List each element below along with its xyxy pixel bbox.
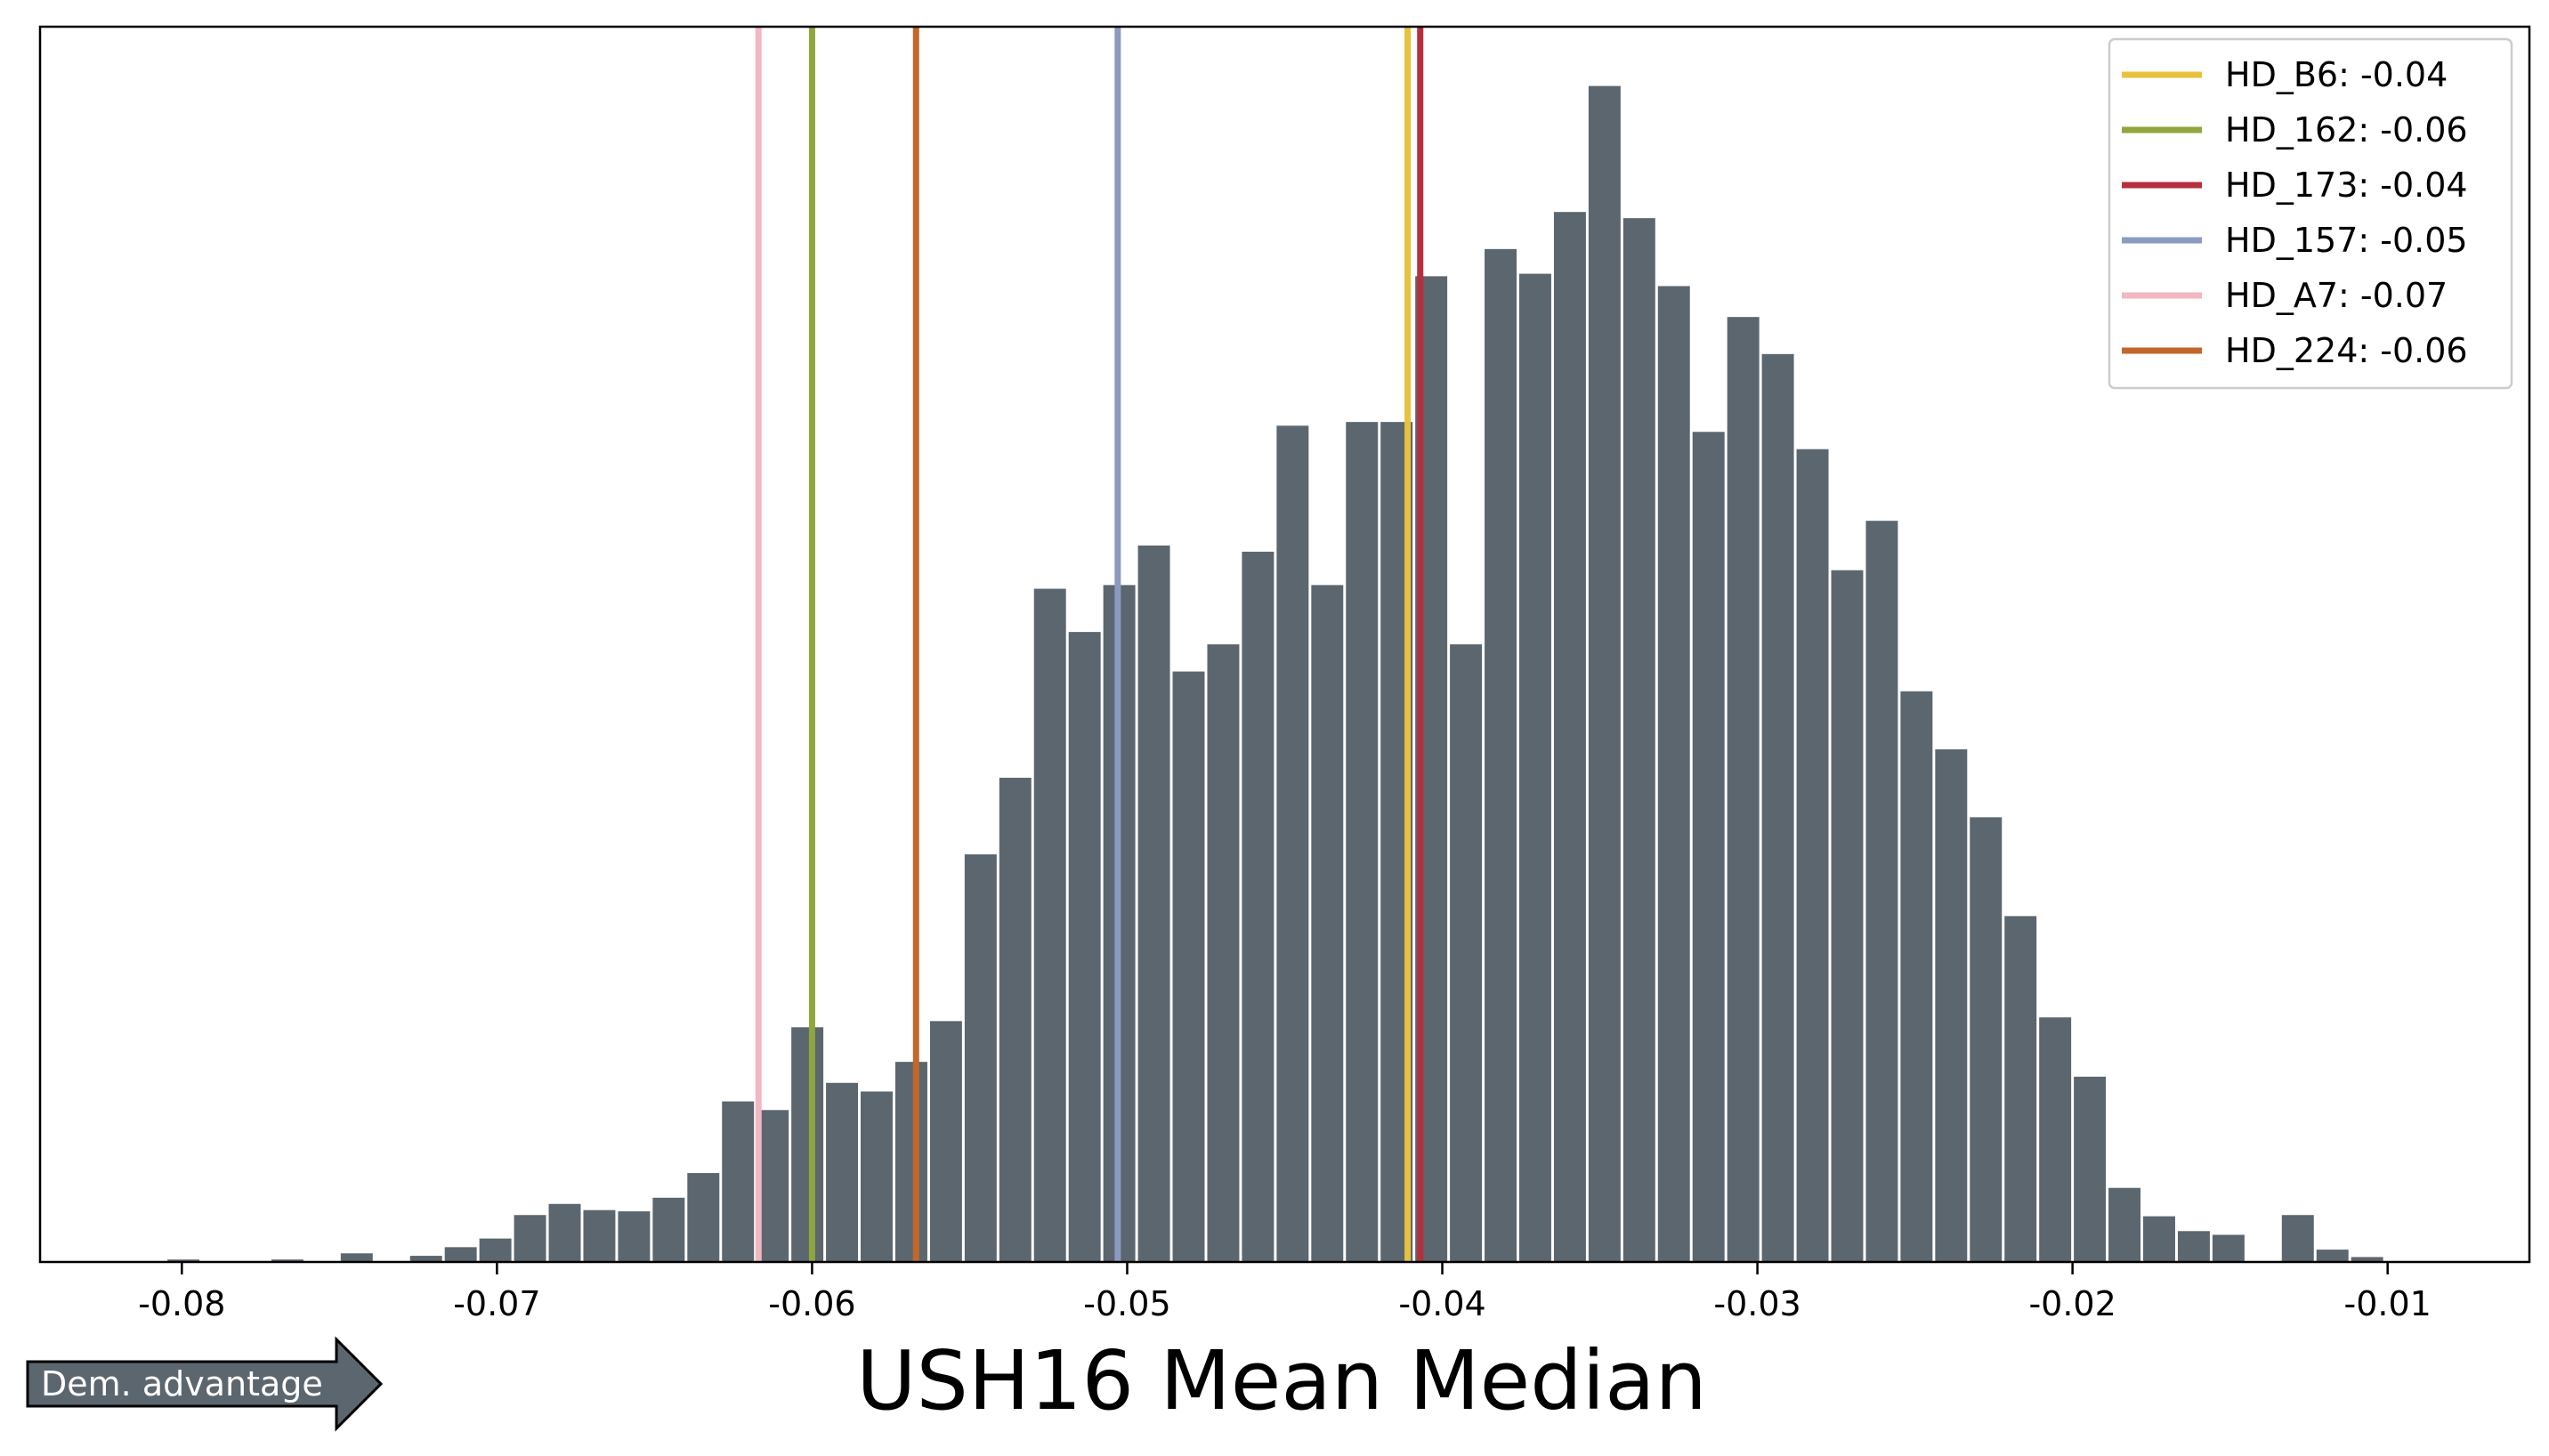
- histogram-bar: [2316, 1250, 2349, 1262]
- histogram-bar: [618, 1211, 651, 1262]
- histogram-bar: [757, 1110, 789, 1262]
- histogram-bar: [1207, 644, 1240, 1262]
- dem-advantage-arrow: Dem. advantage: [26, 1336, 384, 1432]
- x-axis-label: USH16 Mean Median: [856, 1333, 1707, 1428]
- histogram-bar: [167, 1259, 200, 1262]
- histogram-bar: [2074, 1076, 2107, 1262]
- histogram-bar: [1450, 644, 1483, 1262]
- x-tick-label: -0.05: [1083, 1284, 1170, 1323]
- histogram-bar: [1553, 212, 1586, 1263]
- histogram-bar: [1518, 273, 1551, 1263]
- histogram-bar: [1485, 248, 1517, 1263]
- legend-label: HD_B6: -0.04: [2225, 55, 2448, 94]
- legend-label: HD_173: -0.04: [2225, 166, 2468, 205]
- histogram-bar: [1311, 585, 1344, 1262]
- x-tick-label: -0.07: [453, 1284, 540, 1323]
- histogram-bar: [548, 1203, 581, 1262]
- histogram-bar: [929, 1021, 962, 1262]
- histogram-bar: [1276, 425, 1309, 1263]
- histogram-bar: [1935, 748, 1968, 1262]
- histogram-bar: [2143, 1216, 2175, 1262]
- histogram-bar: [861, 1091, 893, 1262]
- histogram-bar: [1242, 551, 1274, 1262]
- histogram-bar: [1761, 353, 1794, 1262]
- legend: HD_B6: -0.04 HD_162: -0.06 HD_173: -0.04 HD…: [2108, 37, 2513, 390]
- legend-label: HD_157: -0.05: [2225, 221, 2468, 260]
- histogram-bar: [1588, 85, 1621, 1262]
- histogram-bar: [826, 1082, 859, 1262]
- histogram-bar: [1970, 817, 2003, 1262]
- histogram-bar: [1727, 317, 1760, 1263]
- x-tick-label: -0.02: [2028, 1284, 2116, 1323]
- histogram-bar: [1657, 286, 1690, 1263]
- histogram-bar: [1068, 632, 1101, 1262]
- plot-frame: [38, 25, 2531, 1264]
- histogram-bar: [2039, 1017, 2072, 1262]
- arrow-shape: [26, 1336, 384, 1432]
- legend-label: HD_A7: -0.07: [2225, 276, 2448, 315]
- arrow-label: Dem. advantage: [41, 1364, 323, 1403]
- histogram-bar: [1865, 521, 1898, 1262]
- legend-label: HD_224: -0.06: [2225, 331, 2468, 370]
- histogram-bar: [2177, 1231, 2210, 1262]
- histogram-bar: [722, 1101, 755, 1262]
- histogram-bar: [1831, 570, 1864, 1262]
- legend-label: HD_162: -0.06: [2225, 110, 2468, 150]
- histogram-bar: [791, 1027, 824, 1262]
- histogram-bar: [999, 777, 1032, 1262]
- histogram-bar: [1137, 545, 1170, 1262]
- legend-box: [2108, 37, 2513, 390]
- histogram-bar: [1796, 449, 1829, 1262]
- histogram-bar: [583, 1209, 616, 1262]
- x-tick-label: -0.01: [2344, 1284, 2432, 1323]
- histogram-bar: [652, 1197, 685, 1262]
- histogram-bar: [1692, 432, 1725, 1262]
- histogram-bar: [2004, 916, 2037, 1262]
- histogram-bar: [340, 1253, 373, 1262]
- histogram-bar: [514, 1215, 546, 1262]
- x-tick-label: -0.03: [1713, 1284, 1800, 1323]
- histogram-bar: [1346, 422, 1379, 1262]
- histogram-bar: [2351, 1257, 2383, 1262]
- x-tick-label: -0.06: [768, 1284, 855, 1323]
- x-axis-ticks: -0.08 -0.07 -0.06 -0.05 -0.04 -0.03 -0.02 -0.01: [138, 1262, 2432, 1323]
- reference-lines: [755, 27, 1424, 1262]
- histogram-bar: [1900, 691, 1933, 1262]
- histogram-bar: [894, 1062, 927, 1262]
- histogram-bar: [271, 1259, 303, 1262]
- histogram-bar: [409, 1256, 442, 1262]
- histogram-bar: [1172, 671, 1205, 1262]
- histogram-bar: [1033, 588, 1066, 1262]
- histogram-bar: [479, 1238, 512, 1262]
- histogram-bar: [964, 853, 997, 1262]
- histogram-bar: [2281, 1215, 2314, 1262]
- histogram-bar: [2212, 1234, 2245, 1262]
- x-tick-label: -0.04: [1398, 1284, 1485, 1323]
- histogram-bar: [1622, 218, 1655, 1262]
- histogram-bar: [687, 1173, 720, 1262]
- histogram-bar: [2108, 1187, 2141, 1262]
- histogram-bars: [167, 85, 2383, 1263]
- histogram-bar: [444, 1247, 477, 1262]
- x-tick-label: -0.08: [138, 1284, 225, 1323]
